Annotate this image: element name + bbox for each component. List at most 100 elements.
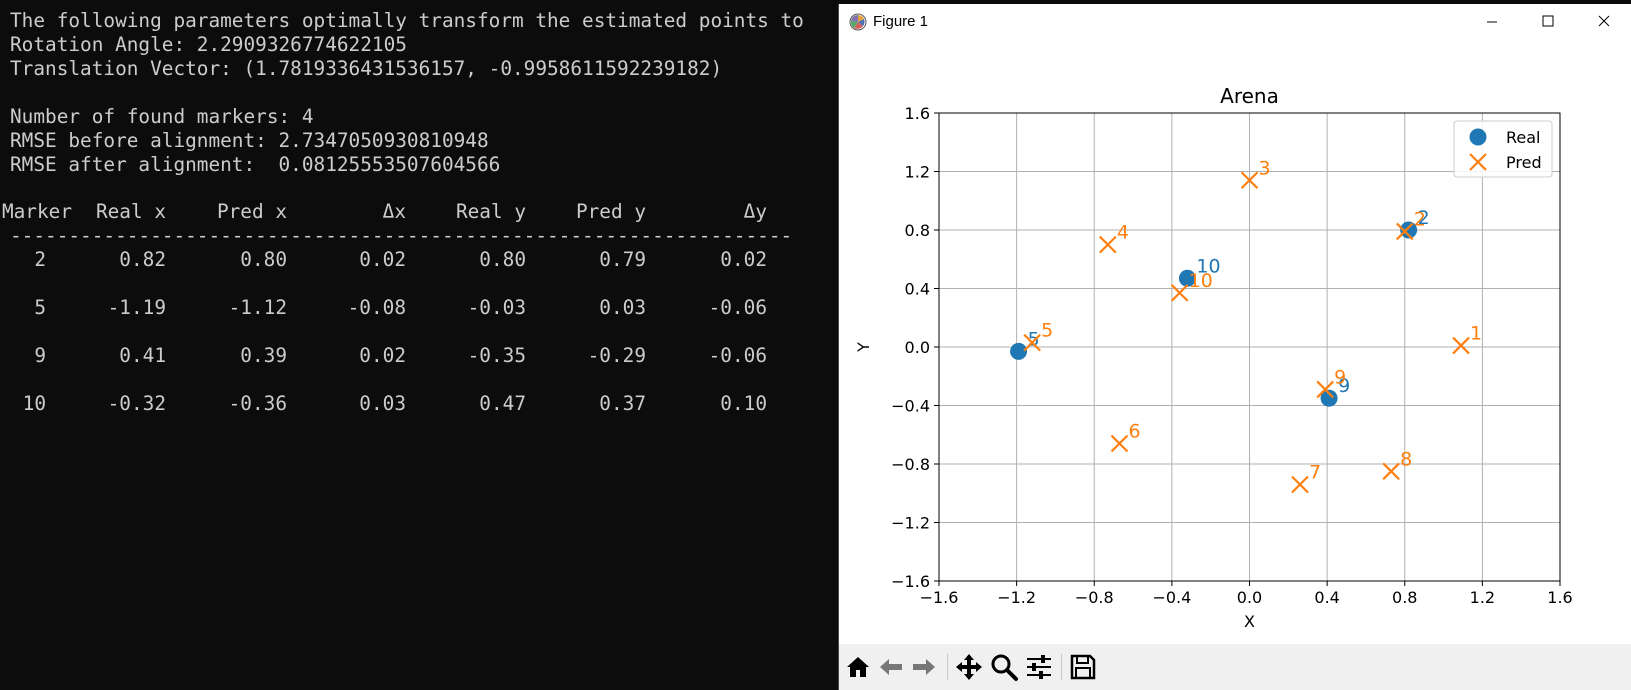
- y-tick-label: 0.8: [905, 221, 930, 240]
- save-icon[interactable]: [1068, 652, 1098, 682]
- maximize-icon[interactable]: [1520, 4, 1576, 40]
- table-header-cell: Real y: [455, 200, 526, 223]
- table-cell: 0.41: [119, 344, 166, 367]
- table-cell: 0.03: [599, 296, 646, 319]
- table-header-cell: Real x: [95, 200, 166, 223]
- pred-point-label: 4: [1117, 222, 1129, 244]
- pred-point-marker: [1395, 222, 1414, 241]
- navigation-toolbar: [839, 644, 1631, 690]
- table-cell: -0.08: [347, 296, 406, 319]
- table-separator: ----------------------------------------…: [10, 224, 790, 247]
- legend-label: Real: [1506, 128, 1541, 147]
- real-point-label: 2: [1418, 207, 1430, 229]
- x-axis-label: X: [1244, 612, 1255, 631]
- table-cell: 0.10: [720, 392, 767, 415]
- legend-label: Pred: [1506, 153, 1542, 172]
- table-cell: 9: [34, 344, 46, 367]
- x-tick-label: 0.4: [1314, 588, 1339, 607]
- pan-icon[interactable]: [954, 652, 984, 682]
- table-cell: 0.80: [479, 248, 526, 271]
- pred-point-marker: [1240, 171, 1259, 190]
- pred-point-label: 5: [1041, 320, 1053, 342]
- table-header-cell: Pred x: [216, 200, 287, 223]
- toolbar-divider: [947, 654, 948, 680]
- x-tick-label: 1.6: [1547, 588, 1572, 607]
- x-tick-label: −1.6: [920, 588, 959, 607]
- real-point-marker: [1178, 269, 1196, 287]
- back-arrow-icon[interactable]: [876, 652, 906, 682]
- table-cell: 0.03: [359, 392, 406, 415]
- real-point-marker: [1320, 389, 1338, 407]
- toolbar-divider: [1061, 654, 1062, 680]
- table-header-cell: Δy: [743, 200, 767, 223]
- table-cell: -0.36: [228, 392, 287, 415]
- pred-point-marker: [1316, 380, 1334, 399]
- table-cell: -0.06: [708, 296, 767, 319]
- real-point-marker: [1010, 342, 1028, 360]
- table-cell: 0.39: [240, 344, 287, 367]
- y-tick-label: −1.2: [891, 514, 930, 533]
- zoom-icon[interactable]: [989, 652, 1019, 682]
- table-cell: -1.19: [107, 296, 166, 319]
- table-cell: 0.02: [359, 248, 406, 271]
- x-tick-label: 1.2: [1470, 588, 1495, 607]
- table-cell: 0.47: [479, 392, 526, 415]
- home-icon[interactable]: [843, 652, 873, 682]
- legend-real-marker: [1469, 128, 1487, 146]
- terminal-window[interactable]: The following parameters optimally trans…: [0, 0, 838, 690]
- table-cell: -0.29: [587, 344, 646, 367]
- table-cell: 5: [34, 296, 46, 319]
- y-tick-label: −0.8: [891, 455, 930, 474]
- real-point-marker: [1400, 221, 1418, 239]
- pred-point-label: 1: [1470, 323, 1482, 345]
- window-title: Figure 1: [873, 13, 929, 30]
- table-cell: -0.03: [467, 296, 526, 319]
- terminal-line: RMSE after alignment: 0.0812555350760456…: [10, 153, 501, 176]
- matplotlib-icon: [849, 13, 867, 31]
- real-point-label: 10: [1196, 255, 1220, 277]
- title-bar[interactable]: Figure 1: [839, 4, 1631, 40]
- table-header-cell: Δx: [382, 200, 406, 223]
- y-tick-label: 1.2: [905, 163, 930, 182]
- table-cell: 10: [22, 392, 46, 415]
- configure-subplots-icon[interactable]: [1024, 652, 1054, 682]
- pred-point-marker: [1452, 336, 1470, 355]
- table-cell: 0.02: [359, 344, 406, 367]
- pred-point-marker: [1110, 434, 1129, 453]
- real-point-label: 9: [1338, 375, 1350, 397]
- x-tick-label: 0.8: [1392, 588, 1417, 607]
- pred-point-label: 3: [1259, 157, 1271, 179]
- table-cell: -0.32: [107, 392, 166, 415]
- pred-point-label: 7: [1309, 461, 1321, 483]
- table-cell: 2: [34, 248, 46, 271]
- pred-point-label: 10: [1189, 270, 1213, 292]
- legend-pred-marker: [1469, 153, 1487, 171]
- table-cell: 0.79: [599, 248, 646, 271]
- x-tick-label: −1.2: [997, 588, 1036, 607]
- pred-point-marker: [1023, 333, 1041, 352]
- terminal-line: RMSE before alignment: 2.734705093081094…: [10, 129, 489, 152]
- table-cell: 0.37: [599, 392, 646, 415]
- y-tick-label: 1.6: [905, 104, 930, 123]
- terminal-line: Number of found markers: 4: [10, 105, 314, 128]
- terminal-line: Translation Vector: (1.7819336431536157,…: [10, 57, 723, 80]
- table-cell: 0.02: [720, 248, 767, 271]
- table-cell: -0.06: [708, 344, 767, 367]
- pred-point-marker: [1099, 235, 1117, 254]
- table-cell: -0.35: [467, 344, 526, 367]
- terminal-line: The following parameters optimally trans…: [10, 9, 804, 32]
- table-cell: 0.82: [119, 248, 166, 271]
- y-tick-label: 0.0: [905, 338, 930, 357]
- table-header-cell: Pred y: [575, 200, 646, 223]
- figure-canvas[interactable]: −1.6 −1.2 −0.8 −0.4 0.0 0.4 0.8 1.2 1.6 −1.6 −1.2 −…: [839, 40, 1631, 644]
- minimize-icon[interactable]: [1464, 4, 1520, 40]
- scatter-chart[interactable]: −1.6 −1.2 −0.8 −0.4 0.0 0.4 0.8 1.2 1.6 −1.6 −1.2 −…: [839, 40, 1631, 644]
- pred-point-marker: [1382, 462, 1400, 481]
- y-tick-label: 0.4: [905, 280, 930, 299]
- close-icon[interactable]: [1576, 4, 1631, 40]
- y-tick-label: −0.4: [891, 397, 930, 416]
- forward-arrow-icon[interactable]: [909, 652, 939, 682]
- x-tick-label: 0.0: [1237, 588, 1262, 607]
- pred-point-label: 6: [1128, 421, 1140, 443]
- figure-window[interactable]: Figure 1 −1.6 −1.2 −0.8 −0.4 0.0 0.4 0.8 1.2 1.6…: [838, 4, 1631, 690]
